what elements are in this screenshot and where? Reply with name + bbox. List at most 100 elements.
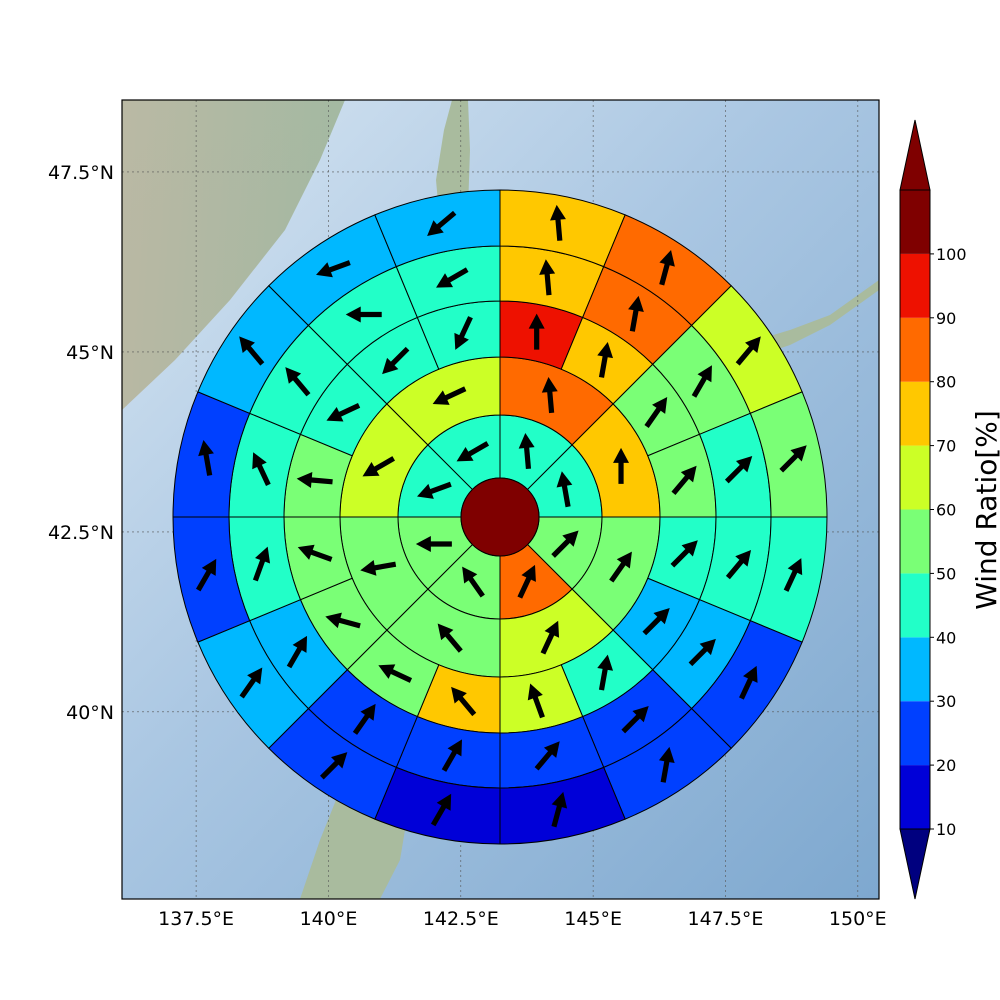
wind-arrow-shape xyxy=(382,346,410,375)
wind-arrow-shape xyxy=(316,260,351,278)
wind-arrow-shape xyxy=(783,558,803,592)
colorbar-tick-label: 100 xyxy=(936,245,967,264)
wind-arrow xyxy=(628,295,644,332)
wind-arrow-shape xyxy=(724,456,753,484)
wind-arrow-shape xyxy=(644,396,668,428)
wind-arrow-shape xyxy=(688,638,716,667)
wind-arrow xyxy=(239,667,263,699)
wind-arrow-shape xyxy=(252,452,271,487)
wind-arrow-shape xyxy=(427,210,457,236)
wind-arrow-shape xyxy=(296,472,333,488)
wind-arrow xyxy=(644,396,668,428)
wind-arrow xyxy=(551,791,568,828)
wind-arrow xyxy=(613,447,630,484)
wind-arrow-shape xyxy=(642,608,670,636)
wind-arrow xyxy=(320,752,348,780)
wind-direction-arrows xyxy=(195,204,807,828)
wind-arrow xyxy=(556,471,573,508)
colorbar-segment xyxy=(900,701,930,766)
wind-arrow-shape xyxy=(195,558,217,592)
wind-arrow-shape xyxy=(527,683,545,719)
wind-arrow-shape xyxy=(320,752,348,780)
wind-arrow xyxy=(735,336,761,366)
colorbar: 10 20 30 40 50 60 70 80 90 100 Wind Ratio[%] xyxy=(899,119,1000,900)
y-tick-label: 47.5°N xyxy=(48,162,114,184)
wind-arrow-shape xyxy=(325,612,361,629)
wind-arrow-shape xyxy=(735,336,761,366)
wind-arrow-shape xyxy=(658,746,675,783)
x-tick-label: 137.5°E xyxy=(158,908,234,930)
wind-arrow xyxy=(724,456,753,484)
wind-arrow-shape xyxy=(415,535,452,552)
colorbar-segment xyxy=(900,573,930,638)
wind-arrow xyxy=(528,313,545,350)
wind-arrow-shape xyxy=(441,739,462,772)
colorbar-segment xyxy=(900,317,930,382)
wind-arrow-shape xyxy=(345,306,382,323)
map-frame xyxy=(121,99,880,900)
wind-arrow-shape xyxy=(628,295,644,332)
wind-arrow-shape xyxy=(286,635,308,669)
wind-arrow-shape xyxy=(539,259,556,296)
wind-arrow-shape xyxy=(779,445,807,473)
wind-arrow-shape xyxy=(378,664,413,683)
wind-arrow xyxy=(285,367,311,397)
wind-arrow xyxy=(779,445,807,473)
wind-arrow-shape xyxy=(551,530,579,558)
wind-arrow-shape xyxy=(597,654,614,691)
colorbar-tick-label: 80 xyxy=(936,373,956,392)
wind-arrow xyxy=(252,546,271,582)
wind-arrow xyxy=(597,654,614,691)
wind-arrow xyxy=(527,683,545,719)
wind-arrow xyxy=(427,210,457,236)
wind-arrow-shape xyxy=(198,439,214,476)
wind-arrow xyxy=(441,739,462,772)
y-tick-label: 40°N xyxy=(66,702,114,724)
wind-arrow-shape xyxy=(362,456,395,477)
wind-arrow-shape xyxy=(517,564,536,599)
wind-arrow-shape xyxy=(670,540,698,568)
wind-arrow xyxy=(534,741,560,771)
wind-arrow-shape xyxy=(671,465,697,496)
wind-arrow xyxy=(352,703,376,735)
wind-arrow xyxy=(670,540,698,568)
wind-ratio-sectors xyxy=(172,189,828,845)
longitude-ticks: 137.5°E 140°E 142.5°E 145°E 147.5°E 150°E xyxy=(158,908,887,930)
colorbar-tick-label: 50 xyxy=(936,564,956,583)
wind-arrow xyxy=(609,551,632,583)
colorbar-tick-label: 20 xyxy=(936,756,956,775)
wind-arrow xyxy=(286,635,308,669)
wind-arrow xyxy=(550,204,566,241)
wind-arrow-shape xyxy=(540,620,560,655)
wind-arrow xyxy=(462,566,485,598)
wind-arrow-shape xyxy=(417,481,452,499)
colorbar-over-extension xyxy=(899,119,931,191)
x-tick-label: 147.5°E xyxy=(688,908,764,930)
wind-arrow xyxy=(454,316,473,350)
wind-arrow xyxy=(430,793,452,827)
colorbar-segment xyxy=(900,637,930,702)
wind-arrow xyxy=(539,259,556,296)
wind-arrow xyxy=(326,403,361,422)
wind-arrow-shape xyxy=(659,250,675,286)
wind-arrow xyxy=(739,665,758,700)
wind-arrow xyxy=(451,686,477,717)
wind-arrow xyxy=(195,558,217,592)
wind-arrow-shape xyxy=(621,706,649,734)
wind-arrow-shape xyxy=(437,623,463,653)
wind-arrow-shape xyxy=(691,365,712,398)
wind-arrow xyxy=(362,456,395,477)
wind-arrow-shape xyxy=(285,367,311,397)
map-panel: 137.5°E 140°E 142.5°E 145°E 147.5°E 150°E 47.… xyxy=(48,99,887,930)
wind-arrow xyxy=(541,377,558,414)
wind-arrow xyxy=(417,481,452,499)
wind-arrow-shape xyxy=(456,441,490,462)
wind-arrow xyxy=(621,706,649,734)
x-tick-label: 145°E xyxy=(564,908,622,930)
wind-arrow xyxy=(316,260,351,278)
wind-arrow-shape xyxy=(528,313,545,350)
colorbar-segment xyxy=(900,445,930,510)
wind-arrow-shape xyxy=(239,336,265,366)
wind-arrow xyxy=(551,530,579,558)
colorbar-under-extension xyxy=(899,828,931,900)
